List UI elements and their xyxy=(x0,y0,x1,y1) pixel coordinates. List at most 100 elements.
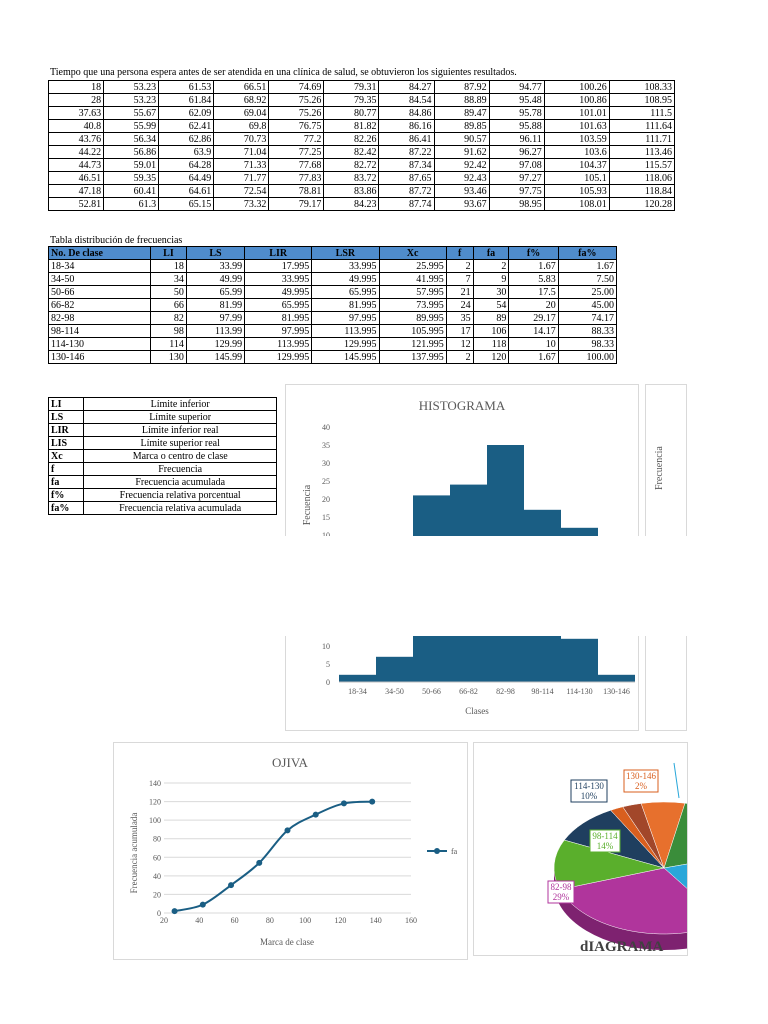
raw-cell: 105.1 xyxy=(543,171,610,185)
freq-cell: 129.995 xyxy=(311,337,380,351)
raw-cell: 115.57 xyxy=(608,158,676,172)
freq-cell: 35 xyxy=(445,311,474,325)
raw-cell: 100.86 xyxy=(543,93,610,107)
freq-cell: 81.99 xyxy=(185,298,246,312)
raw-cell: 60.41 xyxy=(103,184,160,198)
ojiva-chart: OJIVA 0 20 40 60 80 100 120 140 20 40 60 80 100 120 140… xyxy=(113,742,468,960)
histogram-ylabel: Fecuencia xyxy=(302,484,313,525)
table-row: 82-98 82 97.99 81.995 97.995 89.995 35 89 29.17 7… xyxy=(47,311,618,325)
ojiva-point xyxy=(199,901,206,908)
pie-slice-66-82 xyxy=(663,863,687,889)
ojiva-title: OJIVA xyxy=(272,755,308,770)
freq-cell: 33.995 xyxy=(311,259,380,273)
freq-cell: 20 xyxy=(508,298,559,312)
table-row: LIR Límite inferior real xyxy=(47,423,277,437)
raw-cell: 84.54 xyxy=(378,93,435,107)
histogram-xtick: 98-114 xyxy=(531,687,553,696)
raw-cell: 111.64 xyxy=(608,119,676,133)
raw-cell: 113.46 xyxy=(608,145,676,159)
legend-abbrev: fa xyxy=(47,475,85,489)
freq-cell: 82 xyxy=(150,311,187,325)
raw-cell: 83.72 xyxy=(323,171,380,185)
legend-abbrev: LIR xyxy=(47,423,85,437)
freq-cell: 65.99 xyxy=(185,285,246,299)
table-row: 98-114 98 113.99 97.995 113.995 105.995 17 106 1… xyxy=(47,324,618,338)
raw-cell: 74.69 xyxy=(268,80,325,94)
raw-cell: 46.51 xyxy=(47,171,105,185)
raw-cell: 118.84 xyxy=(608,184,676,198)
raw-cell: 82.72 xyxy=(323,158,380,172)
freq-cell: 45.00 xyxy=(557,298,618,312)
legend-meaning: Límite inferior real xyxy=(83,423,277,437)
freq-cell: 1.67 xyxy=(557,259,618,273)
raw-cell: 55.67 xyxy=(103,106,160,120)
raw-cell: 62.41 xyxy=(158,119,215,133)
histogram-bar xyxy=(450,484,487,536)
table-row: fa% Frecuencia relativa acumulada xyxy=(47,501,277,515)
legend-abbrev: LI xyxy=(47,397,85,411)
legend-abbrev: Xc xyxy=(47,449,85,463)
raw-cell: 47.18 xyxy=(47,184,105,198)
raw-cell: 65.15 xyxy=(158,197,215,211)
raw-cell: 84.86 xyxy=(378,106,435,120)
raw-cell: 108.33 xyxy=(608,80,676,94)
raw-cell: 79.31 xyxy=(323,80,380,94)
freq-cell: 120 xyxy=(472,350,510,364)
raw-cell: 59.01 xyxy=(103,158,160,172)
raw-cell: 111.71 xyxy=(608,132,676,146)
freq-cell: 7.50 xyxy=(557,272,618,286)
raw-cell: 44.22 xyxy=(47,145,105,159)
freq-cell: 10 xyxy=(508,337,559,351)
freq-cell: 49.995 xyxy=(311,272,380,286)
ojiva-xtick: 160 xyxy=(405,916,417,925)
legend-meaning: Límite superior real xyxy=(83,436,277,450)
histogram-bar xyxy=(413,636,450,682)
raw-cell: 95.78 xyxy=(488,106,545,120)
freq-cell: 113.99 xyxy=(185,324,246,338)
raw-cell: 63.9 xyxy=(158,145,215,159)
raw-cell: 71.33 xyxy=(213,158,270,172)
freq-cell: 24 xyxy=(445,298,474,312)
raw-cell: 77.25 xyxy=(268,145,325,159)
histogram-bar xyxy=(450,636,487,682)
pie-label-pct: 2% xyxy=(635,781,648,791)
freq-cell: 33.99 xyxy=(185,259,246,273)
histogram-bar xyxy=(598,674,635,682)
legend-meaning: Frecuencia relativa acumulada xyxy=(83,501,277,515)
pie-label-box xyxy=(589,829,621,853)
table-row: 66-82 66 81.99 65.995 81.995 73.995 24 54 20 45.0… xyxy=(47,298,618,312)
freq-cell: 2 xyxy=(445,350,474,364)
raw-cell: 101.01 xyxy=(543,106,610,120)
histogram-xtick: 66-82 xyxy=(459,687,478,696)
raw-cell: 105.93 xyxy=(543,184,610,198)
freq-header-cell: LI xyxy=(150,246,187,260)
raw-cell: 100.26 xyxy=(543,80,610,94)
table-row: Xc Marca o centro de clase xyxy=(47,449,277,463)
legend-abbrev: LS xyxy=(47,410,85,424)
histogram-bar xyxy=(339,674,376,682)
freq-cell: 34 xyxy=(150,272,187,286)
histogram-xlabel: Clases xyxy=(465,706,489,716)
ojiva-xtick: 20 xyxy=(160,916,168,925)
ojiva-point xyxy=(171,908,178,915)
freq-cell: 145.995 xyxy=(311,350,380,364)
freq-cell: 97.995 xyxy=(311,311,380,325)
raw-cell: 62.09 xyxy=(158,106,215,120)
raw-cell: 86.41 xyxy=(378,132,435,146)
raw-cell: 89.85 xyxy=(433,119,490,133)
histogram-chart-bottom: 0 5 10 18-34 34-50 50-66 66-82 82-98 98-114 114-1… xyxy=(285,636,639,731)
ojiva-point xyxy=(256,859,263,866)
legend-abbrev: f xyxy=(47,462,85,476)
freq-cell: 100.00 xyxy=(557,350,618,364)
freq-cell: 5.83 xyxy=(508,272,559,286)
freq-cell: 129.995 xyxy=(244,350,313,364)
freq-cell: 30 xyxy=(472,285,510,299)
table-row: 34-50 34 49.99 33.995 49.995 41.995 7 9 5.83 7.50 xyxy=(47,272,618,286)
freq-cell: 82-98 xyxy=(47,311,152,325)
freq-cell: 50 xyxy=(150,285,187,299)
raw-cell: 64.61 xyxy=(158,184,215,198)
freq-header-cell: fa% xyxy=(557,246,618,260)
raw-cell: 81.82 xyxy=(323,119,380,133)
ojiva-ytick: 100 xyxy=(149,816,161,825)
raw-cell: 87.34 xyxy=(378,158,435,172)
